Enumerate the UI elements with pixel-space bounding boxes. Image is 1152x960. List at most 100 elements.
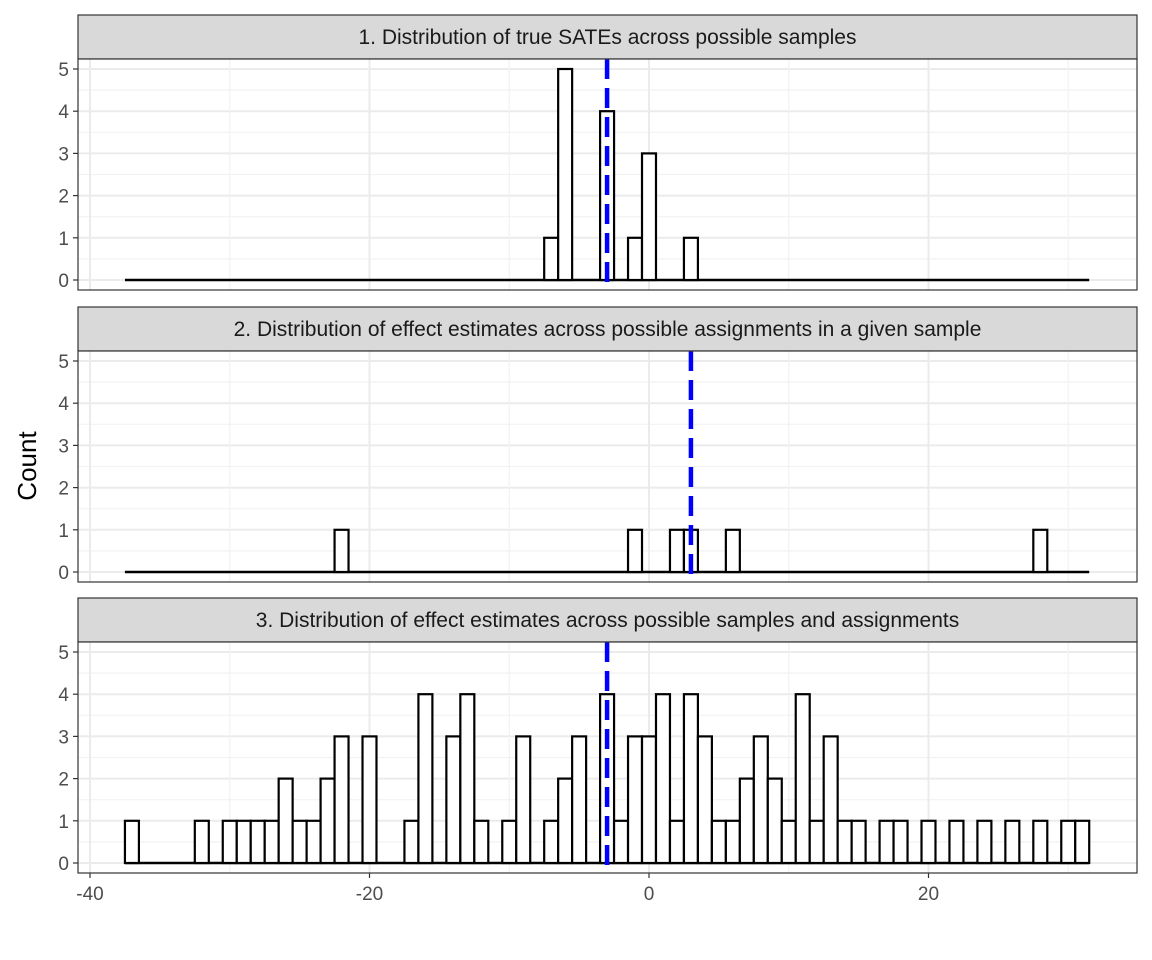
histogram-bar: [361, 735, 378, 865]
x-tick-label: 20: [918, 884, 939, 905]
panel-border: [77, 350, 1138, 583]
histogram-bar: [1032, 528, 1049, 574]
histogram-bar: [626, 236, 644, 282]
histogram-bar: [557, 777, 574, 865]
histogram-bar: [277, 777, 294, 865]
histogram-bar: [403, 819, 420, 865]
y-tick-label: 5: [58, 60, 69, 81]
y-tick-label: 4: [58, 102, 69, 123]
histogram-bar: [976, 819, 993, 865]
histogram-bar: [221, 819, 238, 865]
histogram-bar: [1032, 819, 1049, 865]
y-tick-label: 5: [58, 643, 69, 664]
histogram-bar: [123, 819, 141, 865]
y-tick-label: 5: [58, 352, 69, 373]
panel-border: [77, 641, 1138, 874]
y-tick-label: 1: [58, 229, 69, 250]
histogram-bar: [543, 236, 560, 282]
histogram-bar: [682, 236, 700, 282]
histogram-bar: [738, 777, 755, 865]
y-tick-label: 2: [58, 479, 69, 500]
histogram-bar: [1074, 819, 1091, 865]
y-tick-label: 0: [58, 563, 69, 584]
y-tick-label: 0: [58, 854, 69, 875]
histogram-bar: [235, 819, 252, 865]
y-tick-label: 4: [58, 394, 69, 415]
histogram-bar: [626, 528, 644, 574]
histogram-bar: [263, 819, 280, 865]
y-tick-label: 2: [58, 770, 69, 791]
histogram-bar: [319, 777, 336, 865]
y-tick-label: 2: [58, 187, 69, 208]
histogram-bar: [291, 819, 308, 865]
facet-title: 2. Distribution of effect estimates acro…: [234, 318, 982, 341]
histogram-bar: [878, 819, 895, 865]
histogram-bar: [193, 819, 210, 865]
histogram-bar: [333, 735, 350, 865]
histogram-bar: [892, 819, 909, 865]
histogram-bar: [1004, 819, 1021, 865]
histogram-bar: [710, 819, 727, 865]
y-tick-label: 4: [58, 685, 69, 706]
histogram-bar: [640, 735, 658, 865]
histogram-bar: [752, 735, 769, 865]
y-tick-label: 3: [58, 436, 69, 457]
histogram-bar: [459, 693, 476, 865]
histogram-bar: [766, 777, 783, 865]
histogram-bar: [836, 819, 853, 865]
histogram-bar: [305, 819, 322, 865]
y-tick-label: 3: [58, 144, 69, 165]
histogram-bar: [682, 693, 700, 865]
y-axis-title: Count: [12, 431, 42, 501]
histogram-bar: [1060, 819, 1077, 865]
histogram-bar: [417, 693, 434, 865]
histogram-bar: [794, 693, 811, 865]
y-tick-label: 3: [58, 727, 69, 748]
histogram-bar: [822, 735, 839, 865]
histogram-bar: [724, 819, 741, 865]
histogram-bar: [668, 819, 686, 865]
histogram-bar: [445, 735, 462, 865]
facet-title: 1. Distribution of true SATEs across pos…: [359, 26, 857, 49]
x-tick-label: 0: [644, 884, 655, 905]
histogram-bins: [124, 528, 1090, 574]
histogram-bar: [543, 819, 560, 865]
gridlines: [78, 351, 1137, 582]
histogram-bins: [124, 67, 1090, 282]
histogram-bar: [668, 528, 686, 574]
facet-panel-1: 1. Distribution of true SATEs across pos…: [58, 14, 1138, 292]
histogram-bar: [473, 819, 490, 865]
x-axis: -40 -20 0 20: [76, 873, 939, 905]
histogram-bar: [333, 528, 350, 574]
histogram-bar: [612, 819, 630, 865]
histogram-bar: [515, 735, 532, 865]
facet-panel-2: 2. Distribution of effect estimates acro…: [58, 306, 1138, 584]
histogram-bar: [501, 819, 518, 865]
histogram-bar: [640, 152, 658, 282]
histogram-bins: [123, 693, 1091, 865]
x-tick-label: -20: [356, 884, 383, 905]
y-tick-label: 0: [58, 271, 69, 292]
x-tick-label: -40: [76, 884, 103, 905]
histogram-bar: [948, 819, 965, 865]
facet-panel-3: 3. Distribution of effect estimates acro…: [58, 597, 1138, 875]
histogram-bar: [654, 693, 672, 865]
histogram-bar: [249, 819, 266, 865]
facet-title: 3. Distribution of effect estimates acro…: [256, 609, 959, 632]
histogram-bar: [724, 528, 741, 574]
facet-strip: [77, 306, 1138, 352]
histogram-bar: [696, 735, 713, 865]
y-tick-label: 1: [58, 812, 69, 833]
histogram-bar: [780, 819, 797, 865]
y-tick-label: 1: [58, 521, 69, 542]
facet-strip: [77, 14, 1138, 60]
histogram-bar: [808, 819, 825, 865]
panel-border: [77, 58, 1138, 291]
histogram-bar: [571, 735, 588, 865]
histogram-bar: [626, 735, 644, 865]
histogram-bar: [850, 819, 867, 865]
histogram-bar: [920, 819, 937, 865]
histogram-bar: [557, 67, 574, 282]
facet-panels: 1. Distribution of true SATEs across pos…: [58, 14, 1138, 875]
